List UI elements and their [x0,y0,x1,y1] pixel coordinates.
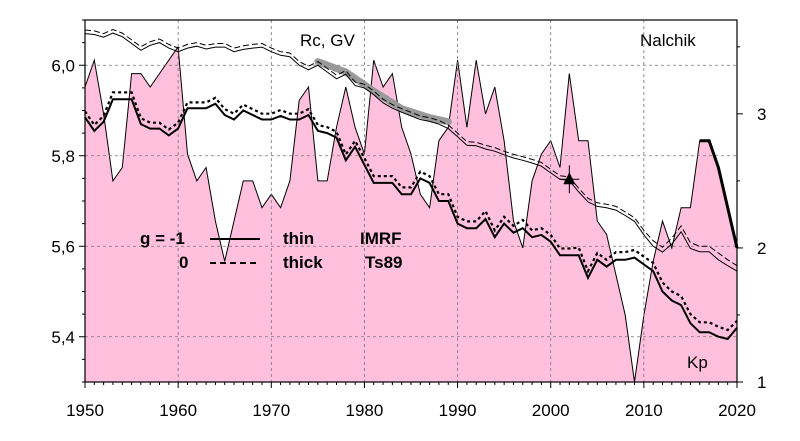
series-rc-thick-dotted [84,91,738,332]
x-tick-label-1960: 1960 [159,401,197,420]
series-rc-thick-solid [84,98,738,341]
kp-thick-segment [699,139,739,249]
station-label: Nalchik [640,31,696,50]
rc-label: Rc, GV [300,31,355,50]
x-tick-label-1980: 1980 [346,401,384,420]
legend-thin: thin [283,229,314,248]
legend-g-row2: 0 [179,253,188,272]
kp-tick-label-1: 1 [757,373,766,392]
legend-imrf: IMRF [360,229,402,248]
marker-triangle [563,172,576,185]
y-axis-left: 5,4 5,6 5,8 6,0 [51,19,85,383]
kp-label: Kp [687,353,708,372]
x-tick-label-2010: 2010 [625,401,663,420]
legend-ts89: Ts89 [365,253,403,272]
kp-tick-label-3: 3 [757,105,766,124]
x-tick-label-2000: 2000 [532,401,570,420]
x-axis: 1950 1960 1970 1980 1990 2000 2010 2020 [66,382,756,420]
series-rc-thin-dashed [84,28,738,267]
x-tick-label-1950: 1950 [66,401,104,420]
kp-line [84,45,738,383]
series-layer [84,28,739,341]
kp-area-layer [84,45,738,383]
x-tick-label-2020: 2020 [718,401,756,420]
kp-area [85,46,737,383]
y-tick-label-2: 5,8 [51,147,75,166]
y-tick-label-0: 5,4 [51,328,75,347]
legend-thick: thick [283,253,323,272]
y-tick-label-3: 6,0 [51,56,75,75]
legend: g = -1 thin IMRF 0 thick Ts89 [140,229,403,272]
legend-g-row1: g = -1 [140,229,185,248]
x-tick-label-1970: 1970 [252,401,290,420]
kp-tick-label-2: 2 [757,239,766,258]
y-tick-label-1: 5,6 [51,237,75,256]
x-tick-label-1990: 1990 [439,401,477,420]
y-axis-right: 1 2 3 [737,46,766,392]
grid-layer [85,20,737,382]
series-rc-thin-solid [84,32,738,272]
